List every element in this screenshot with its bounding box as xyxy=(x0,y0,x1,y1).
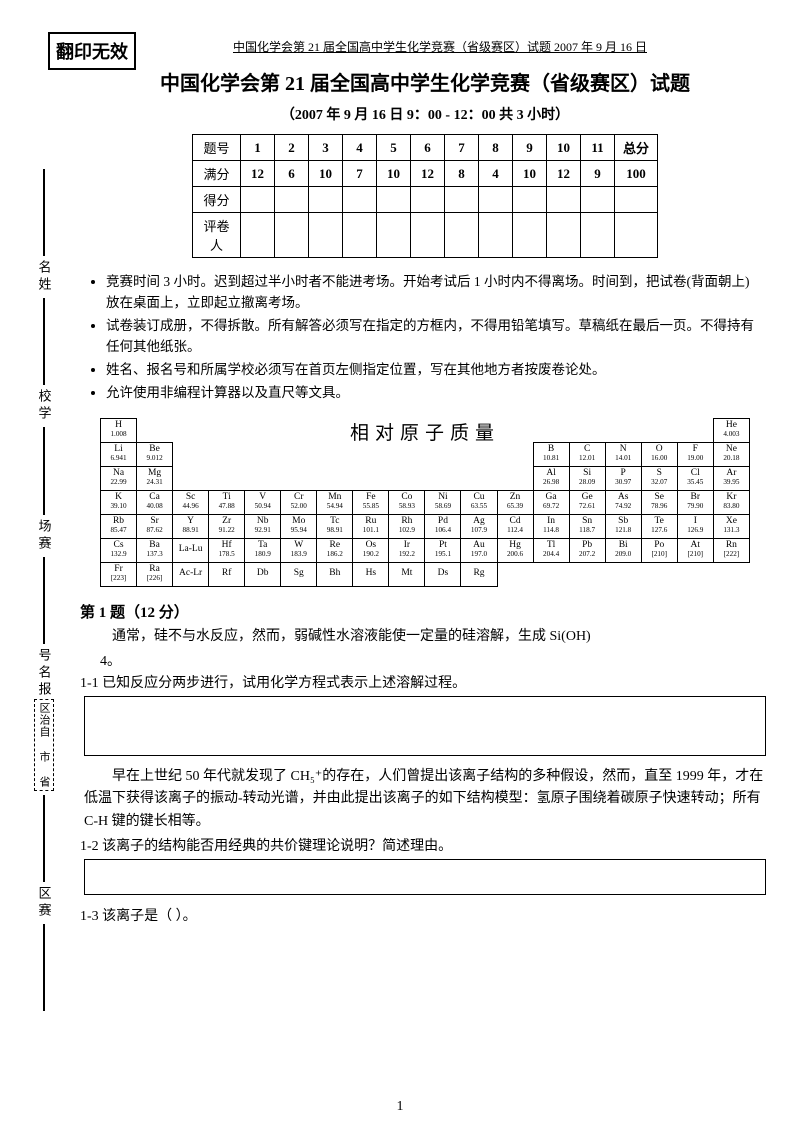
q1-para1b: 4。 xyxy=(100,650,770,670)
q1-sub1: 1-1 已知反应分两步进行，试用化学方程式表示上述溶解过程。 xyxy=(80,672,770,692)
q1-para1: 通常，硅不与水反应，然而，弱碱性水溶液能使一定量的硅溶解，生成 Si(OH) xyxy=(84,626,766,648)
page-subtitle: （2007 年 9 月 16 日 9：00 - 12：00 共 3 小时） xyxy=(80,104,770,124)
answer-box-1-2 xyxy=(84,859,766,895)
rule-item: 允许使用非编程计算器以及直尺等文具。 xyxy=(106,383,758,404)
q1-para2: 早在上世纪 50 年代就发现了 CH₅⁺的存在，人们曾提出该离子结构的多种假设，… xyxy=(84,766,766,833)
sidebar-regno: 号名报 xyxy=(35,648,54,699)
page-number: 1 xyxy=(397,1099,404,1115)
pt-title: 相对原子质量 xyxy=(350,418,500,445)
q1-sub3: 1-3 该离子是（ ）。 xyxy=(80,905,770,925)
reprint-stamp: 翻印无效 xyxy=(48,32,136,70)
sidebar-room: 场赛 xyxy=(35,519,54,553)
rule-item: 姓名、报名号和所属学校必须写在首页左侧指定位置，写在其他地方者按废卷论处。 xyxy=(106,360,758,381)
sidebar-zone: 区赛 xyxy=(35,886,54,920)
q1-heading: 第 1 题（12 分） xyxy=(80,601,770,622)
periodic-table-block: 相对原子质量 H1.008He4.003Li6.941Be9.012B10.81… xyxy=(100,418,750,587)
binding-sidebar: 名姓 校学 场赛 号名报 区治自 市 省 区赛 xyxy=(24,165,64,1015)
rule-item: 竞赛时间 3 小时。迟到超过半小时者不能进考场。开始考试后 1 小时内不得离场。… xyxy=(106,272,758,314)
q1-p1-text: 通常，硅不与水反应，然而，弱碱性水溶液能使一定量的硅溶解，生成 Si(OH) xyxy=(112,629,591,644)
rule-item: 试卷装订成册，不得拆散。所有解答必须写在指定的方框内，不得用铅笔填写。草稿纸在最… xyxy=(106,316,758,358)
answer-box-1-1 xyxy=(84,696,766,756)
sidebar-region-box: 区治自 市 省 xyxy=(34,699,54,791)
sidebar-name: 名姓 xyxy=(35,260,54,294)
exam-rules: 竞赛时间 3 小时。迟到超过半小时者不能进考场。开始考试后 1 小时内不得离场。… xyxy=(106,272,758,404)
q1-sub2: 1-2 该离子的结构能否用经典的共价键理论说明？简述理由。 xyxy=(80,835,770,855)
score-table: 题号1234567891011总分满分12610710128410129100得… xyxy=(192,134,658,258)
running-header: 中国化学会第 21 届全国高中学生化学竞赛（省级赛区）试题 2007 年 9 月… xyxy=(80,38,770,55)
page-title: 中国化学会第 21 届全国高中学生化学竞赛（省级赛区）试题 xyxy=(80,67,770,96)
sidebar-school: 校学 xyxy=(35,389,54,423)
